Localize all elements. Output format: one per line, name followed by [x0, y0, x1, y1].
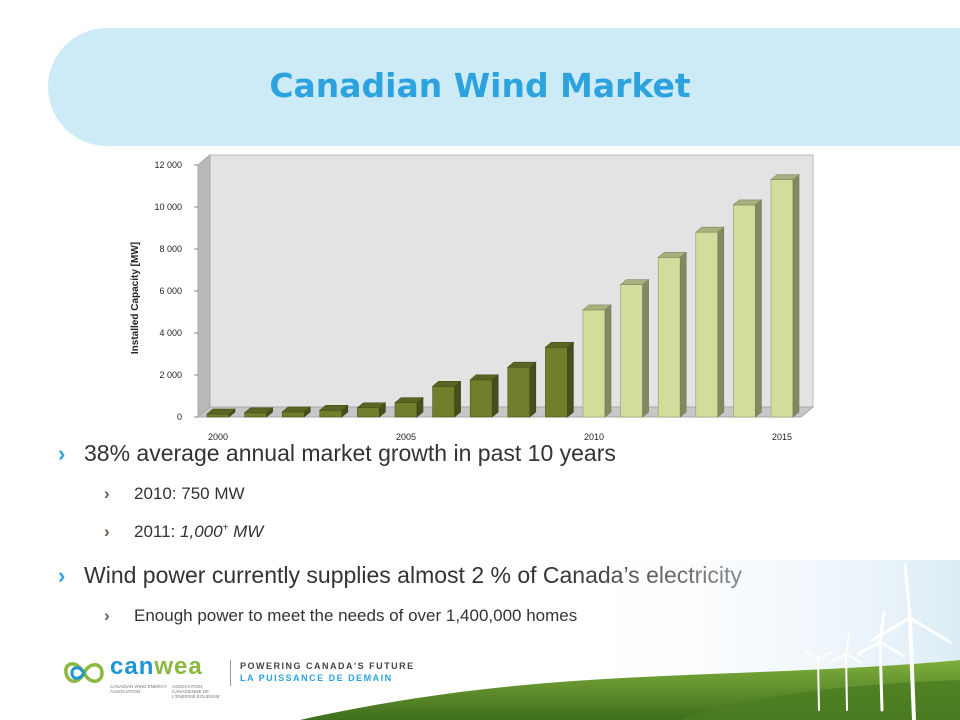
bullet-2011-sup: + [222, 522, 229, 534]
x-axis: 2000 2005 2010 2015 [208, 432, 792, 442]
logo-part-can: can [110, 653, 155, 680]
bullet-2010-text: 2010: 750 MW [134, 484, 245, 503]
bullet-2011-unit: MW [228, 522, 264, 541]
tagline-fr: LA PUISSANCE DE DEMAIN [240, 673, 393, 683]
bullet-growth-text: 38% average annual market growth in past… [84, 440, 616, 466]
y-tick-label: 6 000 [159, 286, 182, 296]
bullet-marker-icon: › [58, 441, 66, 466]
bar-2004 [356, 402, 387, 418]
y-axis: 0 2 000 4 000 6 000 8 000 10 000 12 000 [154, 160, 198, 422]
tagline-en: POWERING CANADA'S FUTURE [240, 661, 415, 671]
y-axis-label: Installed Capacity [MW] [130, 242, 141, 354]
logo-subtitle-en: CANADIAN WIND ENERGY ASSOCIATION [110, 684, 167, 694]
sub-bullet-marker-icon: › [104, 484, 110, 503]
bar-2011 [619, 279, 650, 418]
x-tick-label: 2000 [208, 432, 228, 442]
bullet-2011: › 2011: 1,000+ MW [104, 522, 263, 542]
y-tick-label: 0 [177, 412, 182, 422]
bar-2014 [732, 199, 763, 418]
y-tick-label: 12 000 [154, 160, 182, 170]
logo-divider [230, 660, 231, 686]
bullet-2010: › 2010: 750 MW [104, 484, 245, 504]
y-tick-label: 2 000 [159, 370, 182, 380]
x-tick-label: 2005 [396, 432, 416, 442]
bullet-homes-text: Enough power to meet the needs of over 1… [134, 606, 578, 625]
y-tick-label: 4 000 [159, 328, 182, 338]
chart-side-wall [197, 153, 211, 419]
bar-2009 [544, 341, 575, 418]
sub-bullet-marker-icon: › [104, 606, 110, 625]
title-band [48, 28, 960, 146]
bullet-2011-prefix: 2011: [134, 522, 181, 541]
bar-2008 [506, 361, 537, 418]
landscape-turbines-illustration [300, 560, 960, 720]
bar-2002 [281, 406, 312, 418]
bar-2006 [431, 380, 462, 418]
bar-2003 [318, 404, 349, 418]
sub-bullet-marker-icon: › [104, 522, 110, 541]
bar-2001 [243, 407, 274, 418]
bars-group [206, 174, 800, 418]
slide-title: Canadian Wind Market [269, 66, 691, 105]
y-tick-label: 8 000 [159, 244, 182, 254]
bar-2010 [582, 304, 612, 418]
x-tick-label: 2015 [772, 432, 792, 442]
bar-2013 [694, 226, 725, 418]
logo-subtitle-fr: ASSOCIATION CANADIENNE DE L'ÉNERGIE ÉOLI… [172, 684, 220, 699]
bullet-marker-icon: › [58, 563, 66, 588]
bar-2012 [657, 251, 688, 418]
bar-2000 [206, 408, 236, 418]
bar-2007 [469, 374, 500, 418]
bullet-homes: › Enough power to meet the needs of over … [104, 606, 577, 626]
logo-part-wea: wea [154, 653, 203, 680]
bar-2015 [770, 174, 800, 418]
y-tick-label: 10 000 [154, 202, 182, 212]
x-tick-label: 2010 [584, 432, 604, 442]
canwea-logo-icon [64, 662, 104, 683]
bullet-2011-value: 1,000 [180, 522, 223, 541]
bullet-growth: › 38% average annual market growth in pas… [58, 440, 616, 467]
canwea-logo-wordmark: canwea [110, 653, 203, 681]
bar-2005 [394, 397, 424, 418]
